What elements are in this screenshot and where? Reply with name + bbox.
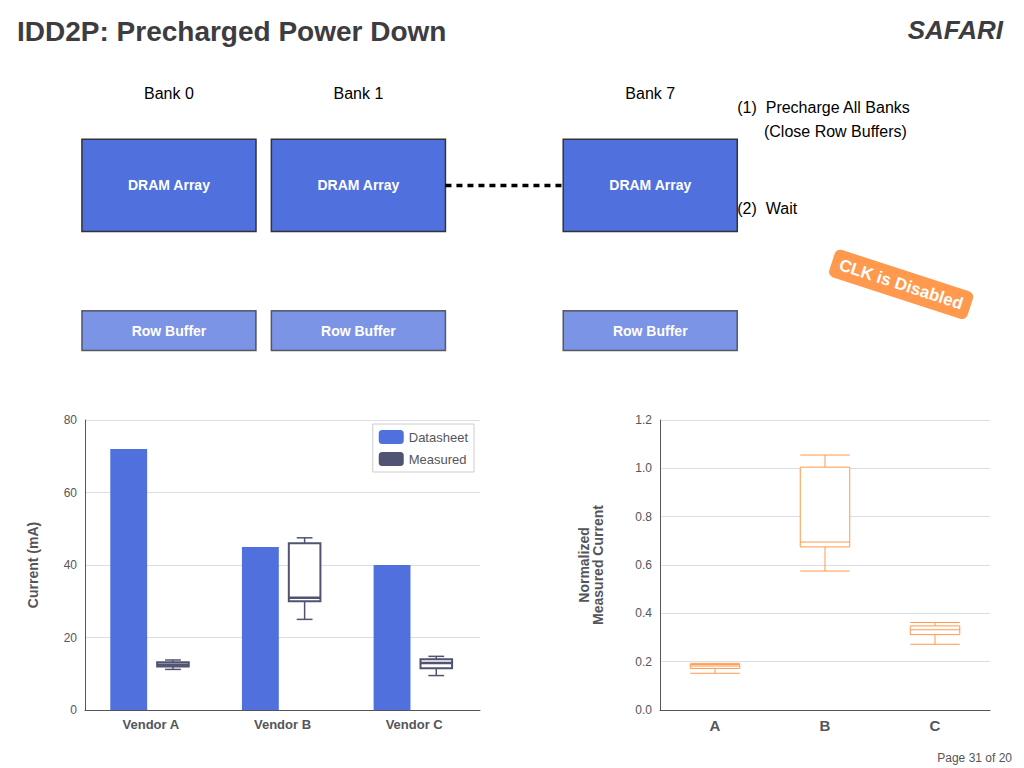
svg-text:SAFARI: SAFARI bbox=[908, 15, 1004, 45]
svg-text:0.4: 0.4 bbox=[635, 606, 652, 620]
svg-text:Page 31 of 20: Page 31 of 20 bbox=[937, 751, 1012, 765]
svg-text:0.8: 0.8 bbox=[635, 510, 652, 524]
svg-text:1.0: 1.0 bbox=[635, 461, 652, 475]
svg-text:(2) Wait: (2) Wait bbox=[737, 200, 797, 217]
svg-text:Vendor C: Vendor C bbox=[386, 717, 444, 732]
svg-text:0.0: 0.0 bbox=[635, 703, 652, 717]
svg-text:Row Buffer: Row Buffer bbox=[132, 323, 207, 339]
svg-text:B: B bbox=[820, 717, 831, 734]
svg-text:C: C bbox=[930, 717, 941, 734]
svg-text:Normalized: Normalized bbox=[576, 527, 592, 603]
svg-text:(1) Precharge All Banks: (1) Precharge All Banks bbox=[737, 99, 910, 116]
svg-text:1.2: 1.2 bbox=[635, 413, 652, 427]
svg-text:DRAM Array: DRAM Array bbox=[128, 177, 210, 193]
svg-text:Row Buffer: Row Buffer bbox=[613, 323, 688, 339]
svg-text:IDD2P: Precharged Power Down: IDD2P: Precharged Power Down bbox=[17, 16, 446, 47]
svg-text:Vendor A: Vendor A bbox=[123, 717, 180, 732]
svg-text:Measured Current: Measured Current bbox=[590, 505, 606, 625]
svg-text:40: 40 bbox=[64, 558, 78, 572]
svg-text:Measured: Measured bbox=[409, 452, 467, 467]
svg-text:Bank 1: Bank 1 bbox=[333, 85, 383, 102]
svg-text:Datasheet: Datasheet bbox=[409, 430, 469, 445]
svg-text:0.6: 0.6 bbox=[635, 558, 652, 572]
svg-text:Vendor B: Vendor B bbox=[254, 717, 311, 732]
svg-text:Bank 0: Bank 0 bbox=[144, 85, 194, 102]
svg-text:80: 80 bbox=[64, 413, 78, 427]
svg-text:Row Buffer: Row Buffer bbox=[321, 323, 396, 339]
svg-text:A: A bbox=[710, 717, 721, 734]
svg-text:DRAM Array: DRAM Array bbox=[317, 177, 399, 193]
svg-text:CLK is Disabled: CLK is Disabled bbox=[837, 255, 966, 313]
svg-text:Current (mA): Current (mA) bbox=[25, 522, 41, 608]
svg-text:DRAM Array: DRAM Array bbox=[609, 177, 691, 193]
svg-text:0.2: 0.2 bbox=[635, 655, 652, 669]
svg-text:20: 20 bbox=[64, 631, 78, 645]
svg-text:0: 0 bbox=[70, 703, 77, 717]
svg-text:(Close Row Buffers): (Close Row Buffers) bbox=[737, 123, 907, 140]
svg-text:60: 60 bbox=[64, 486, 78, 500]
svg-text:Bank 7: Bank 7 bbox=[625, 85, 675, 102]
